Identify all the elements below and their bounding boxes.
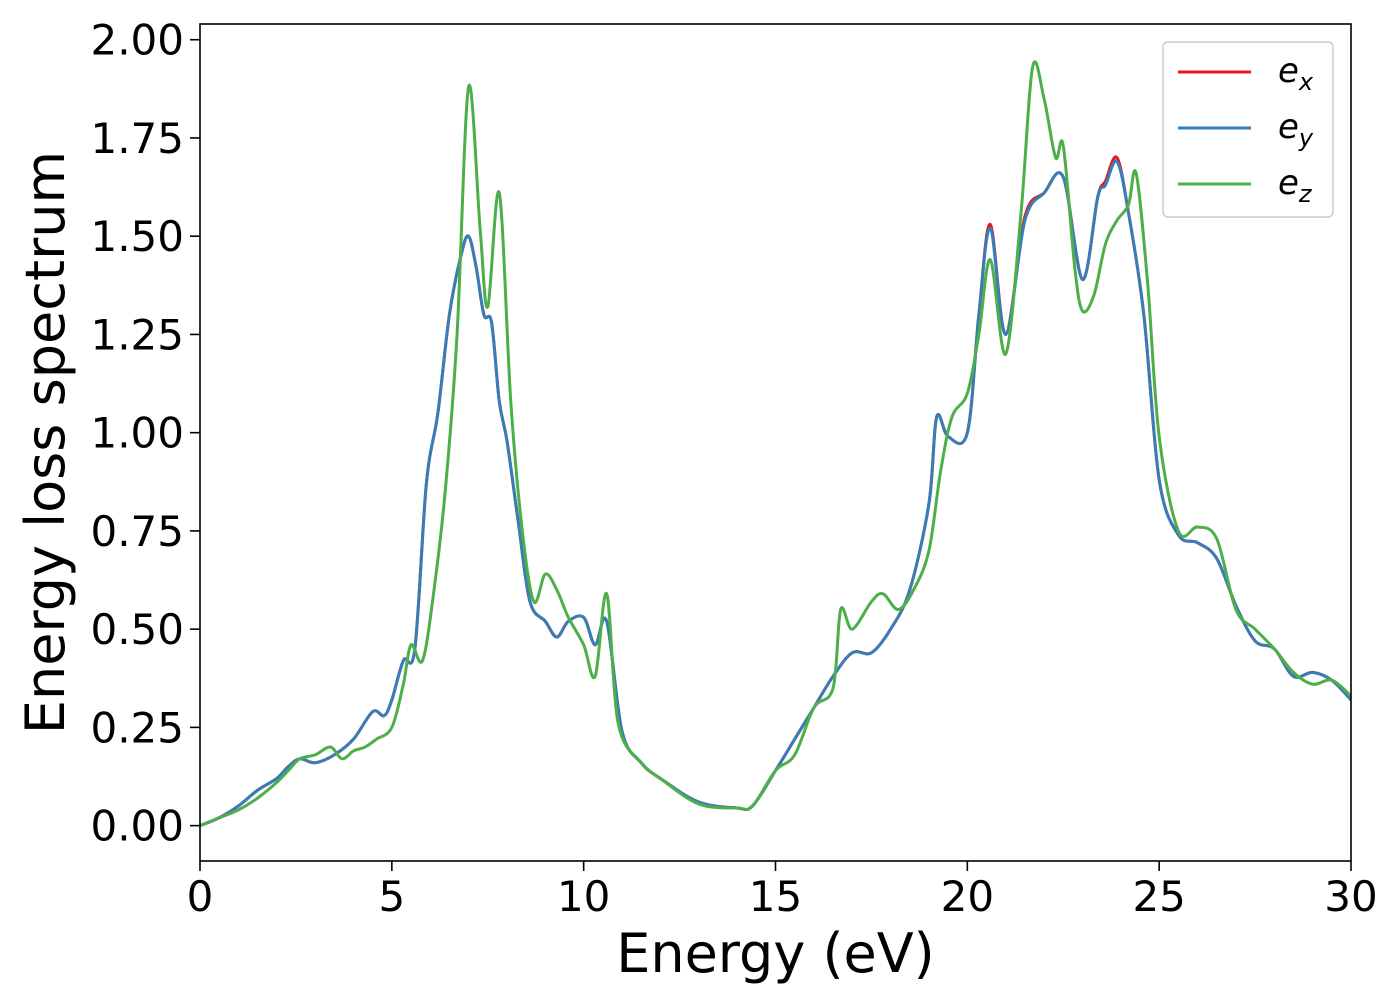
legend-label-ez: ez [1278,163,1313,208]
y-tick-label: 0.50 [90,605,184,654]
x-tick-label: 10 [557,872,610,921]
series-line-ez [200,60,1351,828]
x-tick-label: 25 [1132,872,1185,921]
x-tick-label: 30 [1324,872,1377,921]
series-line-ex [200,155,1351,828]
y-tick-label: 1.00 [90,409,184,458]
x-tick-label: 20 [941,872,994,921]
legend: ex ey ez [1162,41,1334,218]
y-tick-label: 1.50 [90,212,184,261]
axes: 0 5 10 15 20 25 30 0.00 0.25 0.50 0.75 1.00 1.25 1.50… [90,16,1377,921]
plot-area [200,60,1351,828]
x-axis-title: Energy (eV) [616,922,935,985]
y-tick-label: 0.25 [90,703,184,752]
y-tick-label: 1.75 [90,114,184,163]
y-tick-label: 1.25 [90,310,184,359]
x-tick-label: 15 [749,872,802,921]
y-tick-label: 0.00 [90,802,184,851]
legend-label-ex: ex [1278,51,1314,96]
series-line-ey [200,159,1351,828]
y-tick-label: 0.75 [90,507,184,556]
x-tick-label: 5 [378,872,405,921]
x-tick-label: 0 [187,872,214,921]
y-axis-title: Energy loss spectrum [14,151,77,734]
legend-label-ey: ey [1278,107,1314,152]
y-tick-label: 2.00 [90,16,184,65]
